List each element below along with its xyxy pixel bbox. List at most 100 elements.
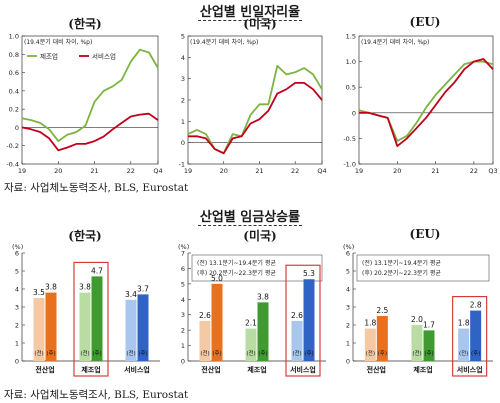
- legend-box: [356, 254, 490, 282]
- y-tick-label: 0: [181, 358, 185, 366]
- x-tick-label: 20: [54, 167, 62, 175]
- bar-value-label: 2.6: [291, 311, 303, 320]
- y-tick-label: -1.0: [343, 161, 356, 169]
- y-tick-label: 0: [346, 358, 350, 366]
- y-tick-label: 4: [181, 296, 185, 304]
- y-tick-label: 2: [181, 97, 185, 105]
- category-label: 전산업: [367, 365, 386, 374]
- bar-value-label: 5.0: [211, 274, 223, 283]
- y-tick-label: 5: [181, 280, 185, 288]
- bar-value-label: 3.5: [33, 288, 45, 297]
- y-tick-label: 3: [181, 311, 185, 319]
- y-tick-label: 1: [181, 342, 185, 350]
- y-tick-label: 0.6: [9, 69, 19, 77]
- panel-title-us-bar: (미국): [243, 229, 277, 243]
- bar-before: [411, 325, 423, 361]
- bar-period-label: (후): [258, 350, 267, 357]
- category-label: 서비스업: [124, 365, 150, 374]
- korea-vacancy-line-chart: 1.0 0.8 0.6 0.4 0.2 0 -0.2 -0.419 20 21 22 Q4 (19.4분…: [6, 33, 162, 176]
- x-tick-label: 21: [90, 167, 98, 175]
- bar-period-label: (후): [304, 350, 313, 357]
- bar-period-label: (후): [212, 350, 221, 357]
- y-tick-label: 0: [352, 109, 356, 117]
- bar-value-label: 2.1: [245, 319, 257, 328]
- panel-title-korea-bar: (한국): [68, 229, 102, 243]
- bar-section-source: 자료: 사업체노동력조사, BLS, Eurostat: [4, 389, 189, 401]
- y-tick-label: 3: [346, 304, 350, 312]
- bar-period-label: (후): [138, 350, 147, 357]
- y-tick-label: -1: [179, 161, 185, 169]
- x-tick-label: 22: [470, 167, 478, 175]
- series-line-services: [21, 112, 159, 152]
- category-label: 전산업: [201, 365, 220, 374]
- bar-after: [303, 279, 315, 361]
- y-tick-label: 0.8: [9, 51, 19, 59]
- bar-before: [458, 328, 470, 361]
- bar-value-label: 3.8: [45, 283, 57, 292]
- unit-label: (19.4분기 대비 차이, %p): [190, 38, 258, 46]
- unit-label: (19.4분기 대비 차이, %p): [24, 38, 92, 46]
- highlight-box: [452, 296, 488, 377]
- legend-line: (후) 20.2분기~22.3분기 평균: [197, 269, 276, 277]
- y-tick-label: -0.2: [6, 142, 19, 150]
- y-tick-label: 3: [181, 75, 185, 83]
- bar-after: [257, 302, 269, 361]
- panel-title-korea-line: (한국): [68, 17, 102, 31]
- bar-after: [45, 292, 57, 361]
- bar-after: [470, 310, 482, 361]
- series-line-services: [359, 58, 494, 147]
- y-tick-label: 0.5: [346, 84, 356, 92]
- bar-value-label: 3.4: [125, 290, 137, 299]
- bar-before: [79, 292, 91, 361]
- y-tick-label: 4: [346, 286, 350, 294]
- bar-period-label: (후): [46, 350, 55, 357]
- y-tick-label: 5: [15, 268, 19, 276]
- y-tick-label: 1: [181, 118, 185, 126]
- bar-value-label: 5.3: [303, 269, 315, 278]
- bar-period-label: (전): [34, 349, 43, 357]
- unit-label: (%): [178, 243, 189, 251]
- x-tick-label: 22: [291, 167, 299, 175]
- x-tick-label: 21: [255, 167, 263, 175]
- eu-wage-bar-chart: 6 5 4 3 2 1 0 (%) (전) 13.1분기~19.4분기 평균 (후) 20.2분기…: [343, 243, 493, 377]
- category-label: 제조업: [247, 365, 266, 374]
- x-tick-label: Q3: [488, 167, 497, 175]
- bar-value-label: 1.7: [423, 320, 435, 329]
- bar-value-label: 4.7: [91, 266, 103, 275]
- x-tick-label: 19: [184, 167, 192, 175]
- bar-value-label: 3.7: [137, 284, 149, 293]
- bar-value-label: 1.8: [364, 319, 376, 328]
- bar-after: [423, 330, 435, 361]
- x-tick-label: 20: [393, 167, 401, 175]
- bar-period-label: (후): [471, 350, 480, 357]
- panel-title-eu-bar: (EU): [409, 227, 441, 241]
- bar-after: [137, 294, 149, 361]
- series-line-manufacturing: [21, 48, 159, 142]
- bar-period-label: (전): [459, 349, 468, 357]
- y-tick-label: 3: [15, 304, 19, 312]
- bar-period-label: (후): [378, 350, 387, 357]
- plot-frame: [187, 35, 323, 165]
- bar-period-label: (전): [246, 349, 255, 357]
- y-tick-label: 1.0: [346, 58, 356, 66]
- bar-value-label: 2.0: [411, 315, 423, 324]
- category-label: 서비스업: [457, 365, 483, 374]
- y-tick-label: 7: [181, 250, 185, 258]
- y-tick-label: 0: [15, 358, 19, 366]
- bar-period-label: (후): [92, 350, 101, 357]
- series-line-manufacturing: [358, 60, 494, 142]
- unit-label: (19.4분기 대비 차이, %p): [361, 38, 429, 46]
- y-tick-label: 1.5: [346, 33, 356, 41]
- series-line-services: [188, 82, 323, 155]
- bar-value-label: 2.5: [376, 306, 388, 315]
- bar-after: [376, 316, 388, 361]
- y-tick-label: 4: [15, 286, 19, 294]
- line-section-source: 자료: 사업체노동력조사, BLS, Eurostat: [4, 182, 189, 194]
- y-tick-label: 6: [15, 250, 19, 258]
- y-tick-label: 6: [181, 265, 185, 273]
- bar-period-label: (전): [412, 349, 421, 357]
- y-tick-label: 1: [346, 340, 350, 348]
- x-tick-label: 22: [127, 167, 135, 175]
- bar-before: [33, 298, 45, 361]
